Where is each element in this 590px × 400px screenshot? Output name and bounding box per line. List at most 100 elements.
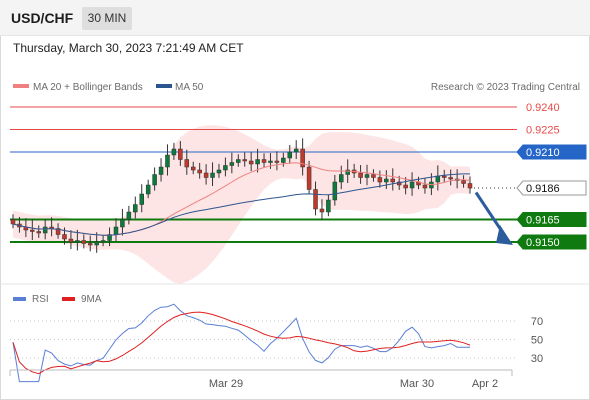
candle-body [81,240,87,244]
candle-body [145,184,151,195]
price-tag-0-9210 [516,144,587,160]
candle-body [390,178,396,183]
candle-body [319,208,325,213]
candle-body [62,234,67,240]
symbol-title: USD/CHF [11,10,74,26]
candle-body [171,148,177,156]
rsi-legend-swatch [13,297,26,301]
candle-body [442,175,447,178]
candle-body [203,172,209,178]
candle-body [42,226,48,234]
candle-body [100,240,106,243]
price-tag-0-9186 [516,180,587,196]
forecast-arrow-head [496,225,513,245]
candle-body [223,165,228,171]
candle-body [255,159,260,165]
rsi-panel: 70 50 30 [10,303,543,383]
candle-body [326,199,331,213]
candle-body [403,184,408,189]
candle-body [332,181,338,201]
price-tag-0-9165 [516,212,587,227]
candle-body [30,229,35,232]
candle-body [281,157,286,163]
price-tags: 0.9240 0.9225 0.9210 0.9186 0.9165 0.9150 [516,102,587,250]
timeframe-button[interactable]: 30 MIN [82,7,132,30]
rsi-tick-label: 30 [531,353,543,365]
candle-body [384,178,389,183]
candle-body [467,183,473,189]
candle-body [461,180,466,184]
candle-body [126,211,132,220]
ma20-legend-swatch [13,84,29,88]
candle-body [345,169,350,175]
candle-body [261,159,267,163]
candle-body [158,166,164,175]
candle-body [197,169,202,174]
rsi-tick-label: 70 [531,316,543,328]
bollinger-band [13,125,470,284]
candle-body [216,169,222,174]
candle-body [268,160,273,163]
candle-body [364,174,370,178]
ma20-legend-label: MA 20 + Bollinger Bands [33,82,143,93]
candle-body [377,177,383,183]
candle-body [229,162,235,166]
candle-body [190,166,196,171]
candle-body [448,177,453,180]
candle-body [422,184,428,189]
price-label-0-9186: 0.9186 [526,183,560,195]
candle-body [36,231,41,234]
candle-body [178,148,183,160]
candle-body [287,151,293,159]
candle-body [248,160,254,165]
ma50-legend-label: MA 50 [175,82,204,93]
candle-body [242,159,247,162]
candle-body [165,154,170,168]
candle-body [10,219,16,225]
candle-body [210,172,215,178]
candle-body [94,241,99,246]
candle-body [300,148,305,168]
candle-body [358,172,363,178]
candle-body [152,174,157,186]
timestamp: Thursday, March 30, 2023 7:21:49 AM CET [13,41,244,55]
price-label-0-9240: 0.9240 [526,102,560,114]
bollinger-band-area [13,125,470,284]
candle-body [87,243,93,246]
x-label-mar29: Mar 29 [209,378,243,390]
candle-body [120,219,125,228]
rsi-legend-label: RSI [32,294,49,305]
x-label-apr2: Apr 2 [472,378,498,390]
header-bar: USD/CHF 30 MIN [0,0,590,36]
candle-body [274,160,280,163]
candle-body [107,234,112,241]
price-label-0-9165: 0.9165 [526,215,560,227]
candle-body [306,166,312,190]
forecast-arrow [474,191,513,245]
rsi-ma-legend-label: 9MA [81,294,102,305]
rsi-ma-legend-swatch [62,297,75,301]
candle-body [339,174,344,183]
candle-body [68,238,74,243]
candle-body [435,175,441,183]
price-label-0-9210: 0.9210 [526,147,560,159]
candle-body [409,181,415,189]
candle-body [313,189,318,210]
price-label-0-9225: 0.9225 [526,125,560,137]
ma50-legend-swatch [156,84,172,88]
rsi-tick-label: 50 [531,335,543,347]
candle-body [139,193,144,205]
candle-body [113,226,119,235]
rsi-line [12,303,470,383]
ma50-line [12,173,470,236]
candle-body [184,159,190,168]
rsi-legend: RSI 9MA [13,294,102,305]
rsi-ma-line [12,311,471,375]
x-label-mar30: Mar 30 [400,378,434,390]
moving-averages [12,162,471,236]
candle-body [55,228,61,235]
price-tag-0-9150 [516,234,587,250]
attribution: Research © 2023 Trading Central [431,82,580,93]
price-label-0-9150: 0.9150 [526,237,560,249]
